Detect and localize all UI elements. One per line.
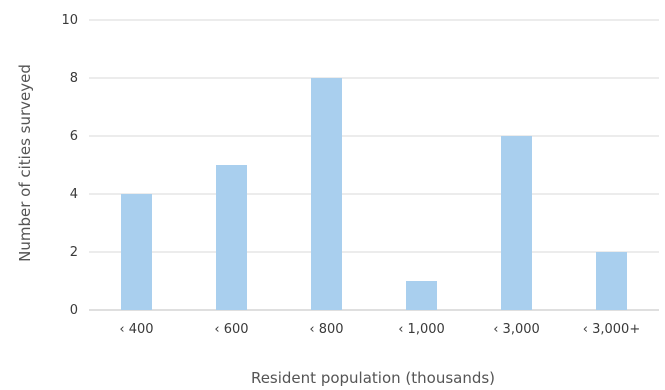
x-axis-title: Resident population (thousands) — [251, 369, 495, 387]
bar — [311, 78, 342, 310]
x-tick-label: ‹ 600 — [214, 322, 248, 337]
bar — [501, 136, 532, 310]
bar — [216, 165, 247, 310]
bars — [121, 78, 627, 310]
y-tick-label: 10 — [61, 13, 78, 28]
y-tick-label: 8 — [70, 71, 78, 86]
x-tick-label: ‹ 800 — [309, 322, 343, 337]
x-axis-ticks: ‹ 400 ‹ 600 ‹ 800 ‹ 1,000 ‹ 3,000 ‹ 3,000+ — [119, 322, 640, 337]
x-tick-label: ‹ 400 — [119, 322, 153, 337]
y-tick-label: 0 — [70, 303, 78, 318]
gridlines — [89, 19, 659, 311]
y-tick-label: 6 — [70, 129, 78, 144]
x-tick-label: ‹ 1,000 — [398, 322, 445, 337]
bar — [596, 252, 627, 310]
x-tick-label: ‹ 3,000+ — [583, 322, 640, 337]
bar — [121, 194, 152, 310]
y-tick-label: 2 — [70, 245, 78, 260]
x-tick-label: ‹ 3,000 — [493, 322, 540, 337]
y-axis-ticks: 0 2 4 6 8 10 — [61, 13, 78, 318]
bar — [406, 281, 437, 310]
y-tick-label: 4 — [70, 187, 78, 202]
y-axis-title: Number of cities surveyed — [16, 64, 34, 262]
